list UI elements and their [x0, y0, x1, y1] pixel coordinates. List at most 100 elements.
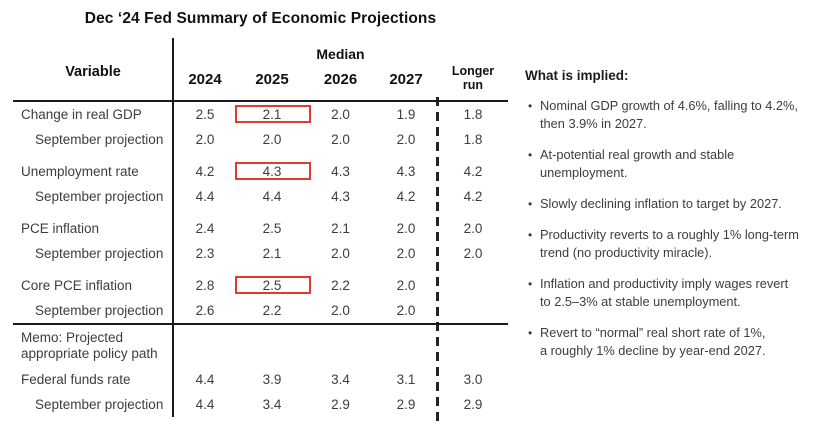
cell-2024: 4.4 — [195, 397, 215, 412]
bullet-text: Slowly declining inflation to target by … — [540, 196, 782, 211]
cell-2025: 4.3 — [235, 162, 311, 180]
projections-table: Change in real GDP 2.5 2.1 2.0 1.9 1.8 S… — [13, 102, 508, 417]
cell-value: 4.3 — [262, 164, 282, 179]
cell-2025: 2.0 — [262, 132, 282, 147]
list-item: • Slowly declining inflation to target b… — [525, 195, 838, 213]
year-header-2026: 2026 — [323, 71, 358, 88]
row-label: Change in real GDP — [21, 107, 142, 122]
cell-2024: 2.5 — [195, 107, 215, 122]
row-label: September projection — [35, 132, 164, 147]
median-header: Median — [316, 46, 365, 62]
row-label: September projection — [35, 189, 164, 204]
bullet-icon: • — [528, 228, 533, 242]
cell-2024: 4.2 — [195, 164, 215, 179]
cell-2025: 4.4 — [262, 189, 282, 204]
year-header-2024: 2024 — [188, 71, 222, 88]
cell-2027: 3.1 — [396, 372, 416, 387]
table-row-gdp-september: September projection 2.0 2.0 2.0 2.0 1.8 — [13, 127, 508, 152]
cell-longer-run: 2.0 — [463, 221, 483, 236]
cell-2027: 1.9 — [396, 107, 416, 122]
cell-longer-run: 1.8 — [463, 107, 483, 122]
cell-2027: 4.3 — [396, 164, 416, 179]
cell-longer-run: 4.2 — [463, 189, 483, 204]
cell-longer-run: 3.0 — [463, 372, 483, 387]
bullet-icon: • — [528, 148, 533, 162]
header-rule — [13, 100, 508, 102]
page-title: Dec ‘24 Fed Summary of Economic Projecti… — [84, 10, 437, 27]
row-label: PCE inflation — [21, 221, 100, 236]
list-item: • Productivity reverts to a roughly 1% l… — [525, 226, 838, 262]
bullet-icon: • — [528, 99, 533, 113]
bullet-text: Productivity reverts to a roughly 1% lon… — [540, 227, 799, 260]
cell-2026: 2.9 — [331, 397, 350, 412]
cell-2026: 2.1 — [331, 221, 350, 236]
variable-header: Variable — [65, 64, 121, 80]
cell-2025: 2.5 — [235, 276, 311, 294]
table-row-memo: Memo: Projected appropriate policy path — [13, 323, 508, 367]
table-row-core-pce-september: September projection 2.6 2.2 2.0 2.0 — [13, 298, 508, 323]
cell-2024: 2.8 — [195, 278, 215, 293]
cell-2026: 3.4 — [331, 372, 350, 387]
cell-2027: 4.2 — [396, 189, 416, 204]
cell-2025: 2.1 — [262, 246, 282, 261]
cell-2026: 2.0 — [331, 303, 350, 318]
list-item: • Revert to “normal” real short rate of … — [525, 324, 838, 360]
table-row-pce: PCE inflation 2.4 2.5 2.1 2.0 2.0 — [13, 216, 508, 241]
row-label: September projection — [35, 246, 164, 261]
bullet-text: At-potential real growth and stable unem… — [540, 147, 735, 180]
cell-longer-run: 2.0 — [463, 246, 483, 261]
list-item: • Inflation and productivity imply wages… — [525, 275, 838, 311]
table-row-unemployment-september: September projection 4.4 4.4 4.3 4.2 4.2 — [13, 184, 508, 209]
cell-2026: 2.0 — [331, 246, 350, 261]
cell-2027: 2.9 — [396, 397, 416, 412]
cell-longer-run: 2.9 — [463, 397, 483, 412]
column-divider-line — [172, 38, 174, 417]
cell-2026: 2.0 — [331, 132, 350, 147]
table-row-core-pce: Core PCE inflation 2.8 2.5 2.2 2.0 — [13, 273, 508, 298]
spacer — [13, 71, 173, 88]
cell-2027: 2.0 — [396, 221, 416, 236]
cell-2026: 2.0 — [331, 107, 350, 122]
cell-2024: 2.4 — [195, 221, 215, 236]
cell-2027: 2.0 — [396, 246, 416, 261]
bullet-icon: • — [528, 277, 533, 291]
bullet-text: Nominal GDP growth of 4.6%, falling to 4… — [540, 98, 798, 131]
bullet-text: Revert to “normal” real short rate of 1%… — [540, 325, 766, 358]
year-header-2027: 2027 — [389, 71, 423, 88]
cell-2027: 2.0 — [396, 303, 416, 318]
cell-2025: 3.9 — [262, 372, 282, 387]
row-label: Core PCE inflation — [21, 278, 133, 293]
list-item: • At-potential real growth and stable un… — [525, 146, 838, 182]
memo-label: Memo: Projected appropriate policy path — [21, 330, 158, 361]
cell-longer-run: 4.2 — [463, 164, 483, 179]
table-row-unemployment: Unemployment rate 4.2 4.3 4.3 4.3 4.2 — [13, 159, 508, 184]
cell-value: 2.5 — [262, 278, 282, 293]
bullet-text: Inflation and productivity imply wages r… — [540, 276, 789, 309]
year-header-row: 2024 2025 2026 2027 — [13, 71, 508, 88]
table-row-pce-september: September projection 2.3 2.1 2.0 2.0 2.0 — [13, 241, 508, 266]
bullet-icon: • — [528, 326, 533, 340]
cell-2024: 2.6 — [195, 303, 215, 318]
highlight-box-unemployment-2025 — [235, 162, 311, 180]
cell-2025: 2.1 — [235, 105, 311, 123]
highlight-box-core-pce-2025 — [235, 276, 311, 294]
cell-2027: 2.0 — [396, 278, 416, 293]
highlight-box-gdp-2025 — [235, 105, 311, 123]
table-row-fed-funds-september: September projection 4.4 3.4 2.9 2.9 2.9 — [13, 392, 508, 417]
cell-2024: 2.3 — [195, 246, 215, 261]
cell-2027: 2.0 — [396, 132, 416, 147]
longer-run-dashed-divider — [436, 97, 439, 424]
row-label: Federal funds rate — [21, 372, 131, 387]
cell-2026: 4.3 — [331, 189, 350, 204]
cell-longer-run: 1.8 — [463, 132, 483, 147]
cell-2026: 4.3 — [331, 164, 350, 179]
cell-2024: 4.4 — [195, 189, 215, 204]
table-row-fed-funds: Federal funds rate 4.4 3.9 3.4 3.1 3.0 — [13, 367, 508, 392]
cell-2025: 3.4 — [262, 397, 282, 412]
implications-panel: What is implied: • Nominal GDP growth of… — [525, 68, 838, 373]
longer-run-header: Longer run — [451, 64, 495, 92]
row-label: September projection — [35, 397, 164, 412]
cell-2024: 2.0 — [195, 132, 215, 147]
cell-2025: 2.2 — [262, 303, 282, 318]
year-header-2025: 2025 — [255, 71, 289, 88]
